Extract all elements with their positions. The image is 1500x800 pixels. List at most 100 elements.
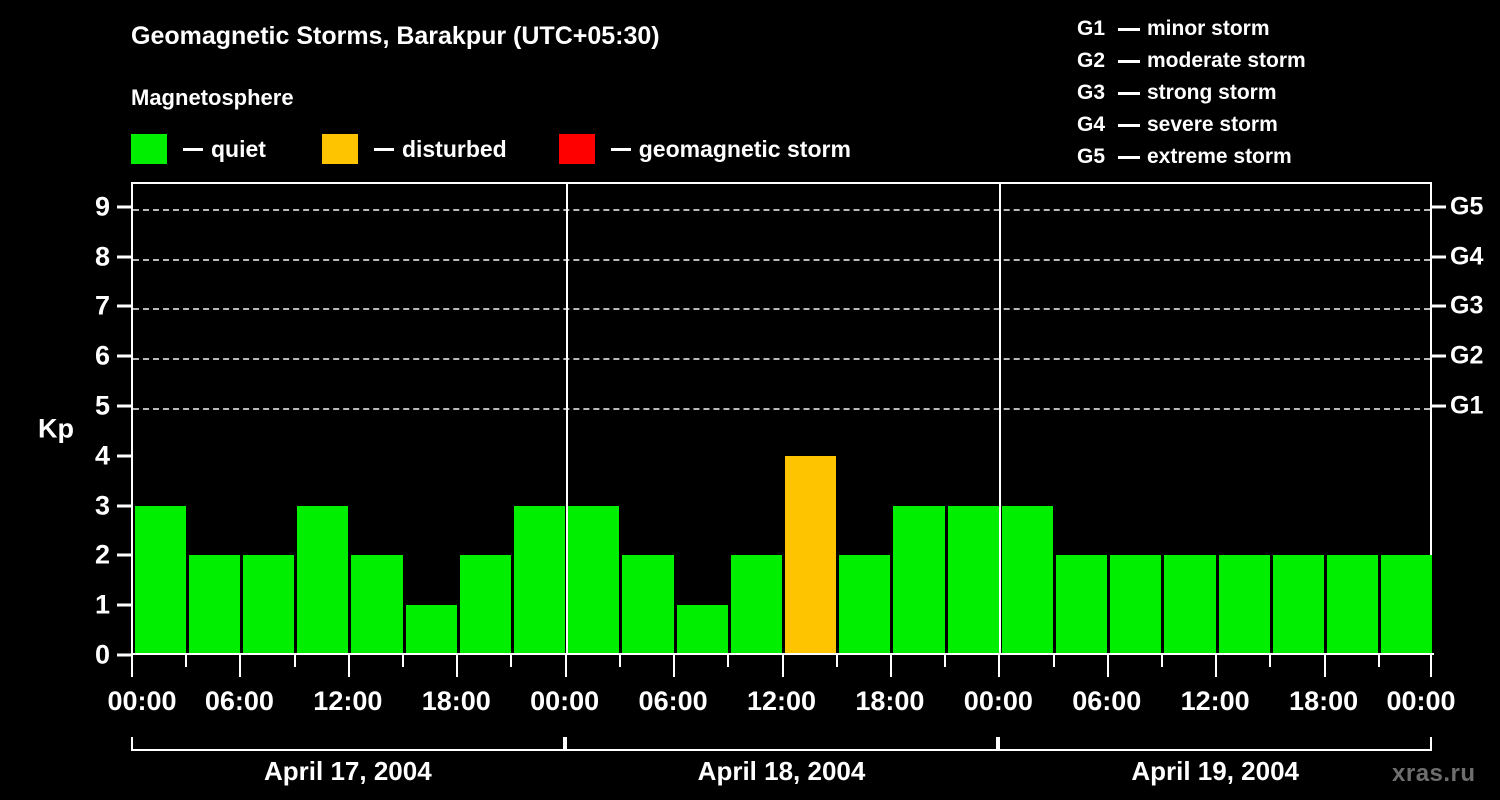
g-tick-mark-g2 [1432,354,1446,358]
bar [622,555,674,655]
g-tick-label-g5: G5 [1450,192,1484,221]
g-tick-label-g3: G3 [1450,291,1484,320]
x-tick-major [781,655,784,677]
gscale-item-g4: G4 severe storm [1077,109,1497,141]
g-tick-mark-g3 [1432,304,1446,308]
y-axis-title: Kp [38,413,74,444]
gscale-dash-icon [1118,91,1140,95]
gridline-kp-8 [133,258,1430,261]
x-tick-minor [1052,655,1055,667]
x-tick-minor [727,655,730,667]
day-bracket [131,737,565,751]
gscale-desc: moderate storm [1147,49,1306,72]
gscale-dash-icon [1118,59,1140,63]
x-tick-label: 12:00 [746,686,817,716]
bar [947,505,999,655]
y-tick-mark-6 [117,354,131,358]
y-tick-label-3: 3 [94,490,110,521]
gscale-dash-icon [1118,123,1140,127]
x-tick-minor [510,655,513,667]
y-tick-mark-3 [117,504,131,508]
x-tick-major [673,655,676,677]
g-tick-label-g2: G2 [1450,341,1484,370]
gscale-code: G2 [1077,49,1106,72]
gridline-kp-9 [133,208,1430,211]
legend-dash-icon [183,147,203,151]
gridline-kp-5 [133,408,1430,411]
bar [1110,555,1162,655]
gscale-desc: extreme storm [1147,145,1292,168]
x-tick-minor [1377,655,1380,667]
gscale-dash-icon [1118,155,1140,159]
plot-inner [133,184,1433,655]
x-tick-major [998,655,1001,677]
x-tick-major [456,655,459,677]
y-tick-label-5: 5 [94,390,110,421]
x-tick-label: 18:00 [1289,686,1359,716]
bar [730,555,782,655]
y-tick-label-9: 9 [94,191,110,222]
gscale-desc: strong storm [1147,81,1277,104]
x-tick-minor [1269,655,1272,667]
g-tick-mark-g1 [1432,404,1446,408]
gscale-item-g1: G1 minor storm [1077,13,1497,45]
bar [1381,555,1433,655]
bar [1327,555,1379,655]
bar [297,505,349,655]
y-tick-label-2: 2 [94,539,110,570]
x-tick-major [239,655,242,677]
legend-dash-icon [610,147,631,151]
legend-item-disturbed: disturbed [321,134,507,164]
y-tick-mark-9 [117,205,131,209]
gscale-desc: minor storm [1147,17,1270,40]
bar [568,505,620,655]
x-tick-minor [618,655,621,667]
legend-item-quiet: quiet [131,134,266,164]
gscale-dash-icon [1118,27,1140,31]
y-tick-label-4: 4 [94,440,110,471]
bar [242,555,295,655]
bar [676,605,728,655]
bar [893,505,945,655]
x-tick-major [1215,655,1218,677]
day-label: April 19, 2004 [1131,756,1299,786]
bar [785,455,837,655]
bar [1272,555,1325,655]
gridline-kp-6 [133,358,1430,361]
x-tick-minor [944,655,947,667]
bar [1164,555,1216,655]
bar [1218,555,1270,655]
x-tick-label: 06:00 [638,686,708,716]
legend-item-storm: geomagnetic storm [558,134,851,164]
bar [839,555,891,655]
y-tick-mark-4 [117,454,131,458]
x-tick-major [889,655,892,677]
legend-dash-icon [373,147,394,151]
x-axis-baseline [131,653,1434,655]
x-tick-label: 18:00 [855,686,925,716]
day-bracket [998,737,1432,751]
x-tick-major [131,655,133,677]
gscale-item-g3: G3 strong storm [1077,77,1497,109]
legend-label-storm: geomagnetic storm [638,135,851,162]
bar [1001,505,1054,655]
x-tick-major [1106,655,1109,677]
gscale-legend: G1 minor storm G2 moderate storm G3 stro… [1077,13,1497,173]
x-tick-minor [402,655,405,667]
y-tick-mark-1 [117,603,131,607]
x-tick-major [1430,655,1432,677]
y-tick-mark-5 [117,404,131,408]
day-bracket [564,737,999,751]
legend-label-disturbed: disturbed [401,135,507,162]
g-tick-mark-g4 [1432,255,1446,259]
legend-swatch-disturbed-icon [321,134,358,164]
x-tick-label: 00:00 [530,686,600,716]
y-tick-label-6: 6 [94,340,110,371]
bar [405,605,457,655]
bar [134,505,186,655]
x-tick-major [564,655,567,677]
bar [351,555,403,655]
y-tick-label-1: 1 [94,589,110,620]
day-label: April 18, 2004 [697,756,866,786]
